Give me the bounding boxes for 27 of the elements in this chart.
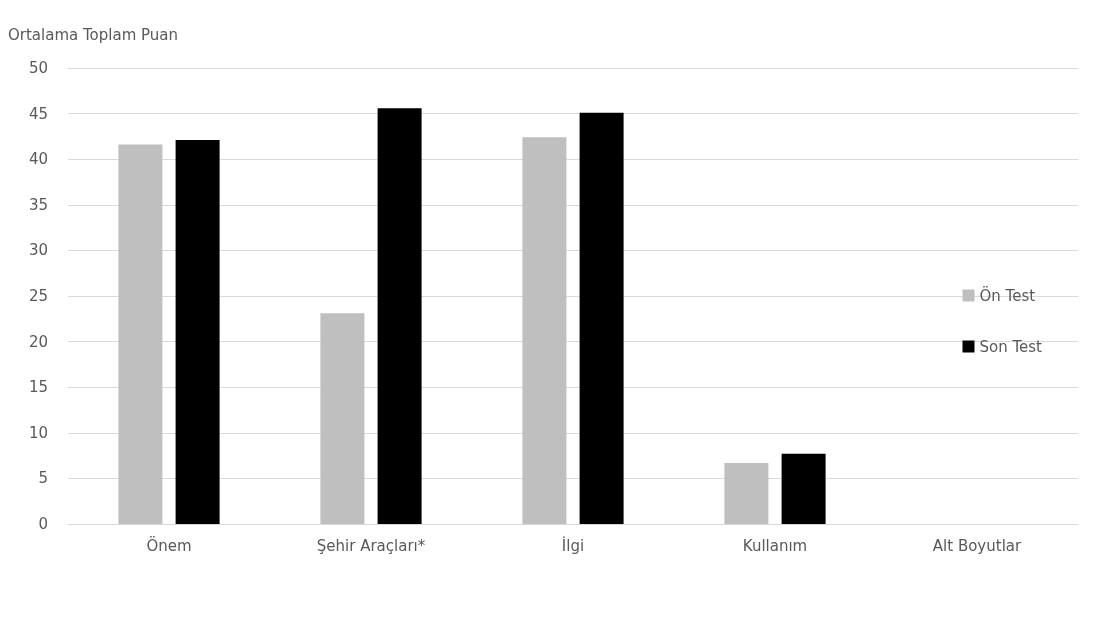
y-tick-label: 50 (28, 59, 48, 77)
x-tick-label: Şehir Araçları* (316, 536, 426, 555)
y-axis-title: Ortalama Toplam Puan (8, 25, 179, 44)
x-tick-label: Kullanım (742, 536, 808, 555)
y-tick-label: 0 (38, 515, 48, 533)
x-tick-label: Önem (146, 535, 192, 555)
bar (175, 140, 220, 524)
bar (522, 137, 567, 524)
legend-label: Son Test (979, 337, 1043, 356)
y-tick-label: 5 (38, 469, 48, 488)
y-tick-label: 45 (28, 104, 48, 123)
y-tick-label: 25 (28, 287, 48, 305)
y-tick-label: 35 (28, 195, 48, 214)
y-tick-label: 40 (28, 150, 48, 169)
y-tick-label: 20 (28, 332, 48, 351)
y-tick-label: 10 (28, 423, 48, 442)
bar (724, 462, 769, 524)
bar (579, 112, 624, 524)
x-tick-label: Alt Boyutlar (932, 536, 1022, 555)
bar (118, 144, 163, 524)
y-tick-label: 15 (28, 378, 48, 397)
legend-label: Ön Test (979, 285, 1036, 305)
bar (320, 313, 365, 524)
bar (377, 108, 422, 524)
x-tick-label: İlgi (561, 535, 585, 555)
y-tick-label: 30 (28, 241, 48, 260)
bar (781, 453, 826, 524)
